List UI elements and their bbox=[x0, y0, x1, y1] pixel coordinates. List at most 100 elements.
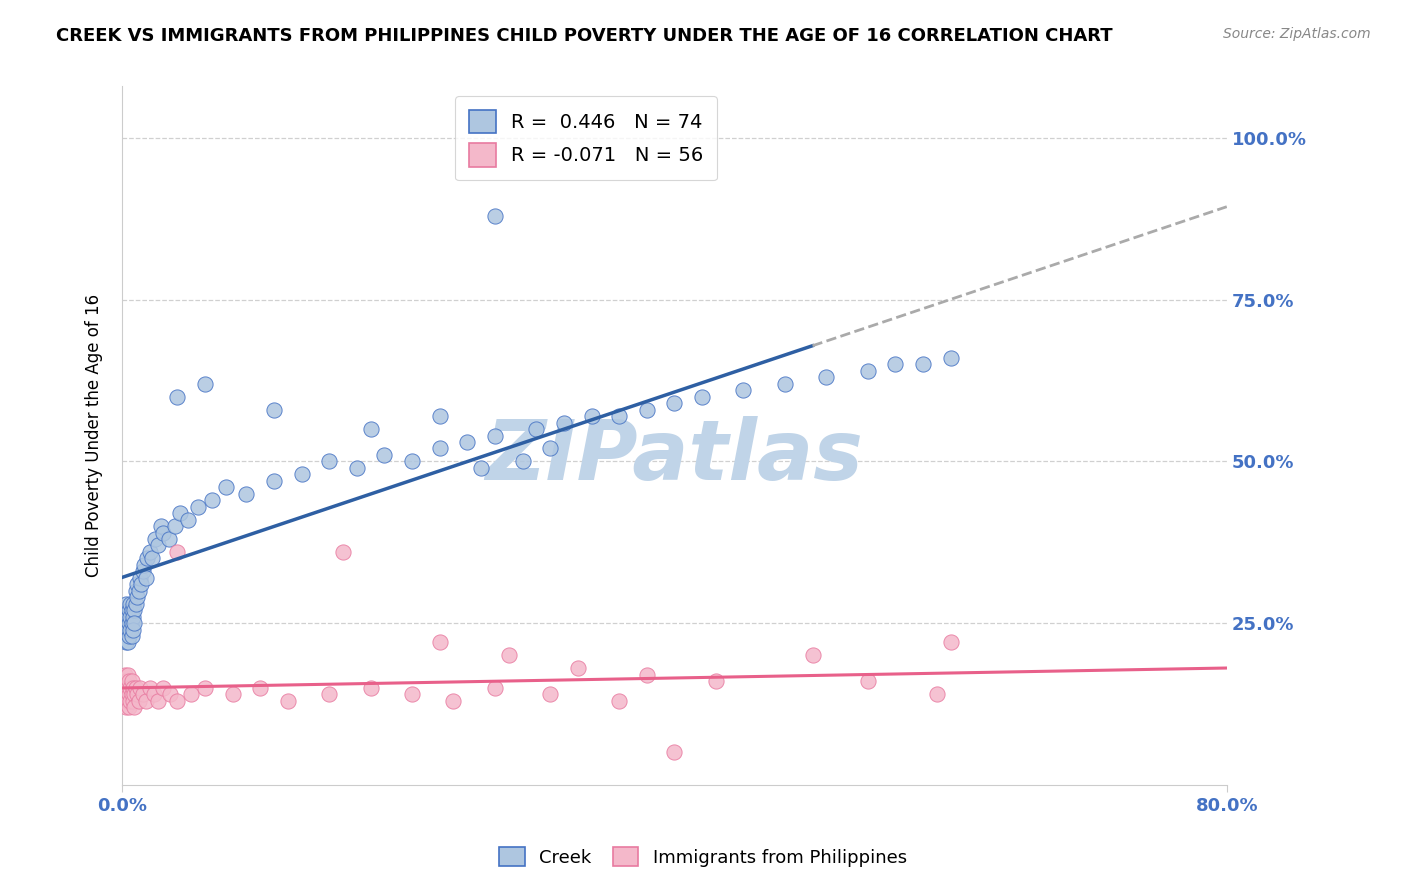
Point bbox=[194, 376, 217, 391]
Point bbox=[122, 609, 145, 624]
Point bbox=[429, 409, 451, 424]
Point bbox=[124, 616, 146, 631]
Point bbox=[801, 648, 824, 663]
Point bbox=[856, 364, 879, 378]
Point bbox=[121, 687, 143, 701]
Point bbox=[121, 603, 143, 617]
Point bbox=[125, 681, 148, 695]
Point bbox=[470, 461, 492, 475]
Point bbox=[112, 674, 135, 689]
Point bbox=[120, 597, 142, 611]
Point bbox=[346, 461, 368, 475]
Point bbox=[118, 674, 141, 689]
Point bbox=[117, 668, 139, 682]
Point bbox=[911, 358, 934, 372]
Point bbox=[567, 661, 589, 675]
Point bbox=[131, 577, 153, 591]
Point bbox=[120, 694, 142, 708]
Point bbox=[115, 674, 138, 689]
Point bbox=[884, 358, 907, 372]
Point bbox=[636, 668, 658, 682]
Point bbox=[925, 687, 948, 701]
Point bbox=[815, 370, 838, 384]
Point bbox=[443, 694, 465, 708]
Point bbox=[127, 591, 149, 605]
Point bbox=[117, 694, 139, 708]
Point bbox=[263, 402, 285, 417]
Point bbox=[115, 616, 138, 631]
Point bbox=[124, 603, 146, 617]
Point bbox=[263, 474, 285, 488]
Point bbox=[135, 694, 157, 708]
Point bbox=[117, 623, 139, 637]
Point bbox=[129, 571, 152, 585]
Point bbox=[135, 551, 157, 566]
Point bbox=[122, 681, 145, 695]
Point bbox=[146, 694, 169, 708]
Point bbox=[112, 616, 135, 631]
Legend: R =  0.446   N = 74, R = -0.071   N = 56: R = 0.446 N = 74, R = -0.071 N = 56 bbox=[456, 96, 717, 180]
Point bbox=[524, 422, 547, 436]
Y-axis label: Child Poverty Under the Age of 16: Child Poverty Under the Age of 16 bbox=[86, 294, 103, 577]
Point bbox=[484, 209, 506, 223]
Point bbox=[132, 687, 155, 701]
Point bbox=[128, 694, 150, 708]
Point bbox=[157, 532, 180, 546]
Legend: Creek, Immigrants from Philippines: Creek, Immigrants from Philippines bbox=[492, 840, 914, 874]
Point bbox=[664, 396, 686, 410]
Point bbox=[120, 609, 142, 624]
Point bbox=[121, 674, 143, 689]
Point bbox=[120, 681, 142, 695]
Point bbox=[773, 376, 796, 391]
Point bbox=[163, 519, 186, 533]
Point bbox=[664, 746, 686, 760]
Point bbox=[117, 681, 139, 695]
Point bbox=[124, 700, 146, 714]
Point bbox=[401, 687, 423, 701]
Point bbox=[115, 687, 138, 701]
Point bbox=[538, 687, 561, 701]
Point bbox=[201, 493, 224, 508]
Point bbox=[581, 409, 603, 424]
Point bbox=[141, 551, 163, 566]
Point bbox=[135, 571, 157, 585]
Point bbox=[125, 583, 148, 598]
Point bbox=[169, 506, 191, 520]
Point bbox=[114, 623, 136, 637]
Point bbox=[122, 597, 145, 611]
Point bbox=[512, 454, 534, 468]
Point bbox=[456, 435, 478, 450]
Point bbox=[401, 454, 423, 468]
Point bbox=[115, 700, 138, 714]
Text: Source: ZipAtlas.com: Source: ZipAtlas.com bbox=[1223, 27, 1371, 41]
Point bbox=[318, 454, 340, 468]
Point bbox=[166, 694, 188, 708]
Point bbox=[166, 390, 188, 404]
Point bbox=[636, 402, 658, 417]
Point bbox=[187, 500, 209, 514]
Point bbox=[429, 635, 451, 649]
Point bbox=[277, 694, 299, 708]
Point bbox=[129, 681, 152, 695]
Point bbox=[118, 616, 141, 631]
Point bbox=[122, 623, 145, 637]
Point bbox=[120, 623, 142, 637]
Point bbox=[249, 681, 271, 695]
Point bbox=[704, 674, 727, 689]
Point bbox=[221, 687, 243, 701]
Point bbox=[132, 565, 155, 579]
Point bbox=[290, 467, 312, 482]
Point bbox=[143, 532, 166, 546]
Point bbox=[138, 545, 160, 559]
Point bbox=[538, 442, 561, 456]
Point bbox=[121, 616, 143, 631]
Point bbox=[114, 609, 136, 624]
Point bbox=[373, 448, 395, 462]
Point bbox=[484, 428, 506, 442]
Point bbox=[152, 681, 174, 695]
Point bbox=[553, 416, 575, 430]
Point bbox=[607, 694, 630, 708]
Point bbox=[118, 629, 141, 643]
Point bbox=[360, 681, 382, 695]
Point bbox=[124, 687, 146, 701]
